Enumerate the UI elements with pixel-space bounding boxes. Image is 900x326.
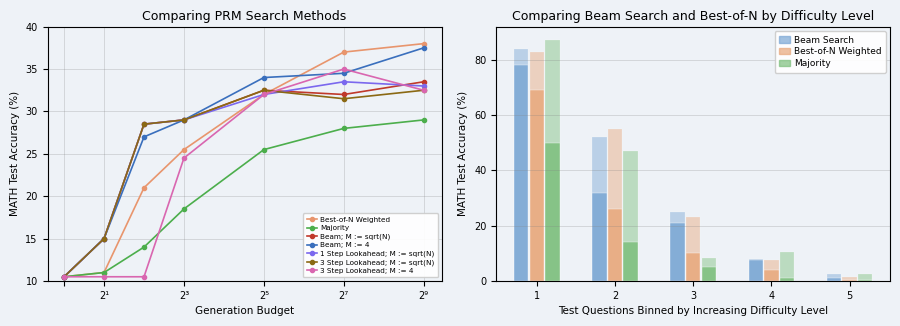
3 Step Lookahead; M := 4 bbox=[139, 275, 149, 279]
1 Step Lookahead; M := sqrt(N) bbox=[338, 80, 349, 84]
1 Step Lookahead; M := sqrt(N) bbox=[139, 122, 149, 126]
3 Step Lookahead; M := sqrt(N) bbox=[418, 88, 429, 92]
Bar bbox=[764, 260, 778, 281]
Bar bbox=[670, 212, 685, 281]
3 Step Lookahead; M := 4 bbox=[178, 156, 189, 160]
1 Step Lookahead; M := sqrt(N) bbox=[178, 118, 189, 122]
Bar bbox=[702, 258, 716, 281]
Bar bbox=[842, 280, 857, 281]
Bar bbox=[529, 52, 544, 281]
Majority bbox=[58, 275, 69, 279]
Line: Beam; M := 4: Beam; M := 4 bbox=[62, 46, 426, 279]
Bar bbox=[624, 242, 638, 281]
Bar bbox=[545, 40, 560, 281]
3 Step Lookahead; M := sqrt(N) bbox=[99, 237, 110, 241]
3 Step Lookahead; M := 4 bbox=[418, 88, 429, 92]
Bar bbox=[592, 193, 607, 281]
Bar bbox=[764, 270, 778, 281]
Bar bbox=[827, 274, 842, 281]
Y-axis label: MATH Test Accuracy (%): MATH Test Accuracy (%) bbox=[10, 91, 20, 216]
Bar bbox=[686, 217, 700, 281]
3 Step Lookahead; M := sqrt(N) bbox=[139, 122, 149, 126]
Beam; M := 4 bbox=[338, 71, 349, 75]
Best-of-N Weighted bbox=[418, 42, 429, 46]
X-axis label: Generation Budget: Generation Budget bbox=[195, 306, 294, 316]
Y-axis label: MATH Test Accuracy (%): MATH Test Accuracy (%) bbox=[458, 91, 468, 216]
Line: Beam; M := sqrt(N): Beam; M := sqrt(N) bbox=[62, 80, 426, 279]
Beam; M := sqrt(N) bbox=[99, 237, 110, 241]
Legend: Beam Search, Best-of-N Weighted, Majority: Beam Search, Best-of-N Weighted, Majorit… bbox=[775, 31, 886, 73]
Bar bbox=[702, 267, 716, 281]
3 Step Lookahead; M := sqrt(N) bbox=[338, 97, 349, 101]
Bar bbox=[827, 278, 842, 281]
Beam; M := 4 bbox=[58, 275, 69, 279]
Beam; M := sqrt(N) bbox=[418, 80, 429, 84]
Bar bbox=[545, 143, 560, 281]
Bar bbox=[749, 260, 763, 281]
Best-of-N Weighted bbox=[139, 186, 149, 190]
Majority bbox=[178, 207, 189, 211]
3 Step Lookahead; M := sqrt(N) bbox=[58, 275, 69, 279]
Beam; M := 4 bbox=[178, 118, 189, 122]
Beam; M := 4 bbox=[418, 46, 429, 50]
Best-of-N Weighted bbox=[58, 275, 69, 279]
1 Step Lookahead; M := sqrt(N) bbox=[58, 275, 69, 279]
3 Step Lookahead; M := 4 bbox=[58, 275, 69, 279]
Line: 3 Step Lookahead; M := sqrt(N): 3 Step Lookahead; M := sqrt(N) bbox=[62, 88, 426, 279]
Bar bbox=[779, 252, 794, 281]
Beam; M := 4 bbox=[99, 237, 110, 241]
Legend: Best-of-N Weighted, Majority, Beam; M := sqrt(N), Beam; M := 4, 1 Step Lookahead: Best-of-N Weighted, Majority, Beam; M :=… bbox=[303, 213, 438, 277]
3 Step Lookahead; M := 4 bbox=[99, 275, 110, 279]
Beam; M := sqrt(N) bbox=[258, 88, 269, 92]
Bar bbox=[624, 151, 638, 281]
Beam; M := sqrt(N) bbox=[58, 275, 69, 279]
1 Step Lookahead; M := sqrt(N) bbox=[418, 84, 429, 88]
1 Step Lookahead; M := sqrt(N) bbox=[99, 237, 110, 241]
Line: 3 Step Lookahead; M := 4: 3 Step Lookahead; M := 4 bbox=[62, 67, 426, 279]
Bar bbox=[842, 277, 857, 281]
Best-of-N Weighted bbox=[178, 148, 189, 152]
Best-of-N Weighted bbox=[338, 50, 349, 54]
Bar bbox=[514, 66, 528, 281]
Line: 1 Step Lookahead; M := sqrt(N): 1 Step Lookahead; M := sqrt(N) bbox=[62, 80, 426, 279]
Bar bbox=[858, 274, 872, 281]
Majority bbox=[258, 148, 269, 152]
Beam; M := 4 bbox=[139, 135, 149, 139]
Beam; M := sqrt(N) bbox=[178, 118, 189, 122]
Best-of-N Weighted bbox=[258, 93, 269, 96]
Bar bbox=[529, 90, 544, 281]
Beam; M := sqrt(N) bbox=[139, 122, 149, 126]
Line: Majority: Majority bbox=[62, 118, 426, 279]
Best-of-N Weighted bbox=[99, 271, 110, 274]
Majority bbox=[139, 245, 149, 249]
X-axis label: Test Questions Binned by Increasing Difficulty Level: Test Questions Binned by Increasing Diff… bbox=[558, 306, 828, 316]
3 Step Lookahead; M := 4 bbox=[338, 67, 349, 71]
Majority bbox=[99, 271, 110, 274]
Beam; M := 4 bbox=[258, 76, 269, 80]
Bar bbox=[749, 259, 763, 281]
Bar bbox=[686, 253, 700, 281]
Title: Comparing Beam Search and Best-of-N by Difficulty Level: Comparing Beam Search and Best-of-N by D… bbox=[512, 10, 874, 23]
Bar bbox=[779, 278, 794, 281]
1 Step Lookahead; M := sqrt(N) bbox=[258, 93, 269, 96]
3 Step Lookahead; M := 4 bbox=[258, 93, 269, 96]
Majority bbox=[338, 126, 349, 130]
Line: Best-of-N Weighted: Best-of-N Weighted bbox=[62, 41, 426, 279]
Title: Comparing PRM Search Methods: Comparing PRM Search Methods bbox=[142, 10, 346, 23]
Bar bbox=[592, 137, 607, 281]
3 Step Lookahead; M := sqrt(N) bbox=[178, 118, 189, 122]
Majority bbox=[418, 118, 429, 122]
Bar bbox=[670, 223, 685, 281]
Beam; M := sqrt(N) bbox=[338, 93, 349, 96]
Bar bbox=[858, 280, 872, 281]
Bar bbox=[608, 129, 622, 281]
Bar bbox=[608, 209, 622, 281]
Bar bbox=[514, 49, 528, 281]
3 Step Lookahead; M := sqrt(N) bbox=[258, 88, 269, 92]
